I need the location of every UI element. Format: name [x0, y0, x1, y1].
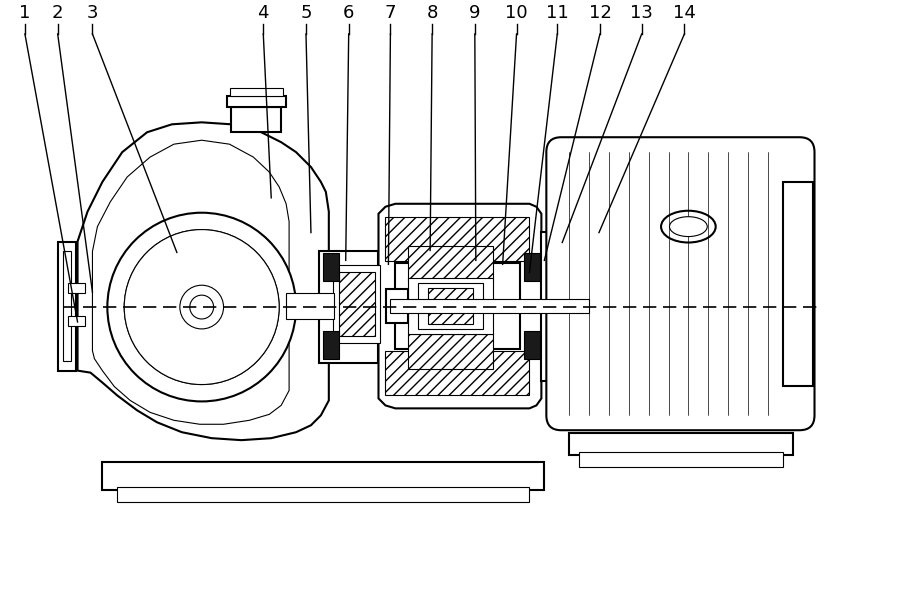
- Text: 10: 10: [505, 4, 528, 22]
- Bar: [542, 231, 559, 381]
- Polygon shape: [379, 204, 542, 409]
- Text: 9: 9: [469, 4, 481, 22]
- Bar: [117, 487, 529, 502]
- Bar: [230, 88, 284, 96]
- Text: 12: 12: [589, 4, 611, 22]
- Bar: [385, 351, 529, 395]
- Bar: [68, 283, 86, 293]
- Bar: [391, 299, 589, 313]
- Bar: [68, 316, 86, 326]
- Bar: [227, 96, 286, 107]
- Text: 1: 1: [19, 4, 31, 22]
- Bar: [409, 278, 492, 334]
- Bar: [409, 334, 492, 368]
- Text: 5: 5: [301, 4, 311, 22]
- Bar: [395, 263, 519, 349]
- Bar: [569, 433, 793, 455]
- Bar: [231, 107, 281, 132]
- Polygon shape: [93, 140, 289, 424]
- Bar: [409, 247, 492, 281]
- Text: 2: 2: [52, 4, 63, 22]
- Ellipse shape: [662, 211, 716, 242]
- Bar: [525, 253, 540, 281]
- Bar: [103, 462, 544, 490]
- Polygon shape: [77, 122, 328, 440]
- Circle shape: [190, 295, 213, 319]
- Text: 13: 13: [630, 4, 653, 22]
- Circle shape: [180, 285, 223, 329]
- Bar: [323, 253, 338, 281]
- Bar: [338, 272, 374, 336]
- Text: 6: 6: [343, 4, 355, 22]
- Circle shape: [107, 213, 296, 401]
- Text: 8: 8: [427, 4, 437, 22]
- Text: 3: 3: [86, 4, 98, 22]
- Bar: [323, 331, 338, 359]
- Bar: [386, 289, 409, 323]
- Bar: [418, 283, 482, 329]
- Text: 4: 4: [257, 4, 269, 22]
- Circle shape: [124, 230, 279, 384]
- Ellipse shape: [670, 217, 707, 236]
- Bar: [58, 242, 76, 371]
- Bar: [319, 252, 379, 363]
- Bar: [333, 266, 381, 343]
- Text: 14: 14: [673, 4, 696, 22]
- Bar: [428, 288, 472, 324]
- Text: 11: 11: [546, 4, 569, 22]
- Bar: [579, 452, 783, 467]
- Bar: [525, 331, 540, 359]
- Bar: [385, 217, 529, 261]
- Bar: [286, 293, 334, 319]
- Text: 7: 7: [384, 4, 396, 22]
- Bar: [783, 182, 813, 385]
- FancyBboxPatch shape: [546, 137, 814, 430]
- Bar: [63, 252, 70, 361]
